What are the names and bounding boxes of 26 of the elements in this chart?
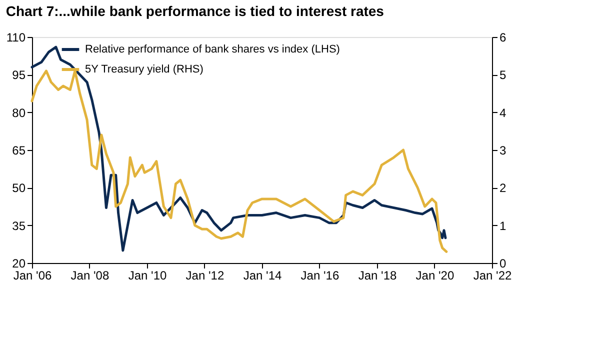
y-tick-label: 65 (12, 144, 26, 158)
y2-tick-label: 3 (500, 144, 506, 158)
x-tick-label: Jan '06 (13, 268, 52, 282)
chart-title: Chart 7:...while bank performance is tied to interest rates (6, 3, 384, 19)
y2-tick-label: 6 (500, 30, 506, 44)
y2-tick-label: 1 (500, 218, 506, 233)
y-tick-label: 20 (12, 256, 26, 270)
x-tick-label: Jan '08 (70, 268, 110, 282)
x-tick-label: Jan '12 (186, 268, 224, 282)
y-tick-label: 110 (6, 30, 26, 44)
x-tick-label: Jan '22 (473, 268, 512, 282)
x-tick-label: Jan '18 (358, 268, 397, 282)
x-tick-label: Jan '20 (416, 268, 454, 282)
x-tick-label: Jan '14 (243, 268, 282, 282)
y-tick-label: 50 (12, 181, 26, 196)
y2-tick-label: 5 (500, 68, 506, 82)
y-tick-label: 80 (12, 106, 26, 120)
legend-label: Relative performance of bank shares vs index (LHS) (85, 44, 340, 56)
y2-tick-label: 0 (500, 256, 506, 270)
legend-label: 5Y Treasury yield (RHS) (85, 64, 204, 76)
y-tick-label: 35 (12, 218, 26, 233)
y-tick-label: 95 (12, 68, 26, 82)
x-tick-label: Jan '16 (300, 268, 340, 282)
y2-tick-label: 4 (500, 106, 506, 120)
x-tick-label: Jan '10 (128, 268, 167, 282)
y2-tick-label: 2 (500, 181, 506, 196)
